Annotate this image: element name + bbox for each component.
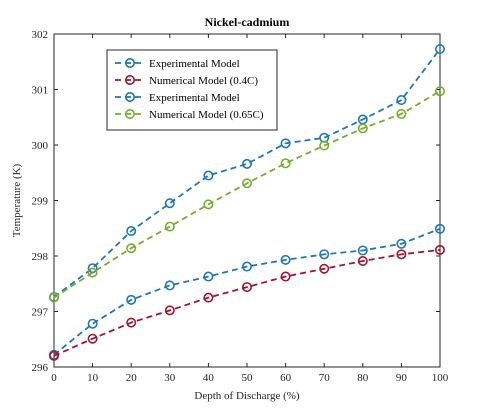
y-axis-label: Temperature (K) [11,163,23,237]
series-line [53,227,441,356]
data-point [319,263,330,274]
data-point [280,254,291,265]
legend-label: Experimental Model [149,92,240,104]
data-point [203,170,214,181]
data-point [164,305,175,316]
x-tick-label: 20 [126,372,138,384]
data-point [87,318,98,329]
y-tick-label: 302 [32,29,49,41]
legend-item: Numerical Model (0.65C) [115,109,264,121]
x-tick-label: 0 [51,372,57,384]
legend-item: Numerical Model (0.4C) [115,75,258,87]
data-point [396,238,407,249]
data-point [242,261,253,272]
data-point [164,280,175,291]
series-line [53,48,441,298]
y-tick-label: 301 [32,85,49,97]
data-point [164,221,175,232]
data-point [357,255,368,266]
data-point [126,317,137,328]
x-axis-label: Depth of Discharge (%) [194,390,300,402]
x-tick-label: 40 [203,372,215,384]
x-tick-label: 80 [357,372,369,384]
legend-item: Experimental Model [115,57,240,70]
series-1 [48,244,445,361]
data-point [434,86,445,97]
y-tick-label: 297 [32,307,49,319]
x-tick-label: 90 [396,372,408,384]
data-point [126,226,137,237]
data-point [434,43,445,54]
series-line [53,249,441,357]
x-tick-label: 100 [432,372,449,384]
legend-label: Experimental Model [149,58,240,70]
plot-area: 0 10 20 30 40 50 60 70 80 90 100 296 297 298 299 300 301… [32,29,449,384]
x-tick-label: 10 [87,372,99,384]
legend-marker [125,109,136,120]
data-point [87,263,98,274]
data-point [280,158,291,169]
data-point [242,178,253,189]
data-point [48,350,59,361]
data-point [87,333,98,344]
data-point [242,158,253,169]
x-tick-label: 60 [280,372,292,384]
data-point [203,292,214,303]
chart-title: Nickel-cadmium [205,15,290,29]
legend-item: Experimental Model [115,92,240,104]
data-point [357,245,368,256]
y-tick-label: 298 [32,251,49,263]
y-tick-label: 300 [32,140,49,152]
legend-label: Numerical Model (0.4C) [149,75,258,87]
data-point [396,108,407,119]
data-point [396,249,407,260]
data-point [434,223,445,234]
data-point [434,244,445,255]
data-point [203,271,214,282]
legend-label: Numerical Model (0.65C) [149,109,264,121]
data-point [280,271,291,282]
legend-marker [125,92,136,103]
data-point [242,282,253,293]
data-point [319,140,330,151]
y-tick-label: 296 [32,362,49,374]
series-3 [48,86,445,303]
data-point [280,138,291,149]
x-tick-label: 70 [319,372,331,384]
data-point [126,294,137,305]
x-tick-label: 30 [164,372,176,384]
data-point [48,292,59,303]
legend-marker [125,57,136,68]
data-point [126,243,137,254]
data-point [357,123,368,134]
data-point [87,267,98,278]
y-tick-label: 299 [32,196,49,208]
legend-marker [125,75,136,86]
series-line [53,90,441,299]
data-point [203,199,214,210]
data-point [396,95,407,106]
data-point [319,249,330,260]
data-point [164,198,175,209]
legend: Experimental Model Numerical Model (0.4C)… [106,49,278,131]
x-tick-label: 50 [242,372,254,384]
